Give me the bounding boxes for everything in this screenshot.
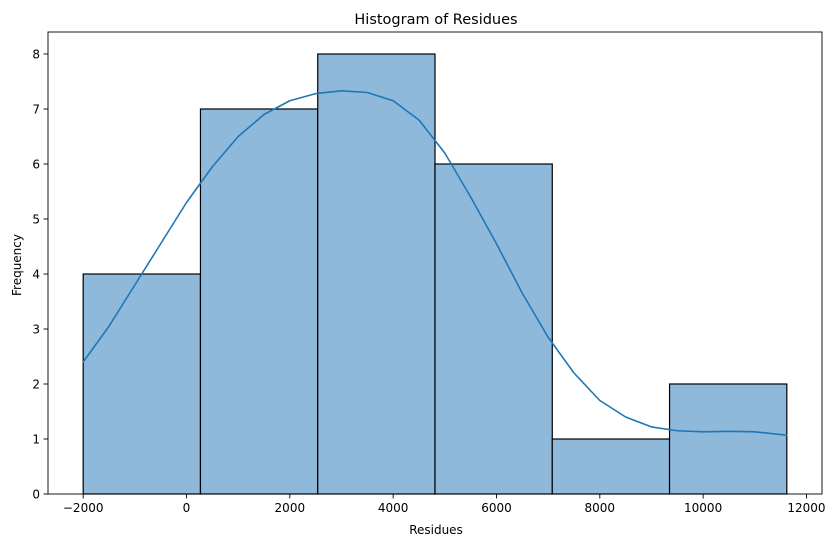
x-tick-label: 8000 — [585, 501, 616, 515]
x-tick-label: −2000 — [63, 501, 104, 515]
x-tick-label: 6000 — [481, 501, 512, 515]
x-tick-label: 4000 — [378, 501, 409, 515]
y-tick-label: 6 — [32, 158, 40, 172]
x-axis-title: Residues — [409, 523, 463, 537]
plot-frame — [47, 31, 823, 495]
y-tick-label: 7 — [32, 103, 40, 117]
y-tick-label: 8 — [32, 48, 40, 62]
x-tick-label: 12000 — [787, 501, 825, 515]
y-tick-label: 0 — [32, 488, 40, 502]
histogram-bar-5 — [668, 383, 788, 495]
histogram-bar-2 — [317, 53, 436, 495]
histogram-bar-3 — [434, 163, 553, 495]
chart-title: Histogram of Residues — [354, 12, 517, 28]
x-tick-label: 0 — [183, 501, 191, 515]
y-tick-label: 1 — [32, 433, 40, 447]
y-tick-label: 3 — [32, 323, 40, 337]
histogram-bar-4 — [551, 438, 671, 495]
kde-line — [82, 90, 788, 436]
x-tick-label: 10000 — [684, 501, 722, 515]
y-tick-label: 2 — [32, 378, 40, 392]
x-tick-label: 2000 — [275, 501, 306, 515]
plot-area: −2000 0 2000 4000 6000 8000 10000 12000 0 1 2 3 4 5 6 7… — [32, 31, 826, 515]
histogram-bar-1 — [199, 108, 319, 495]
y-tick-label: 5 — [32, 213, 40, 227]
y-tick-label: 4 — [32, 268, 40, 282]
y-axis-title: Frequency — [10, 234, 24, 296]
histogram-bar-0 — [82, 273, 202, 495]
